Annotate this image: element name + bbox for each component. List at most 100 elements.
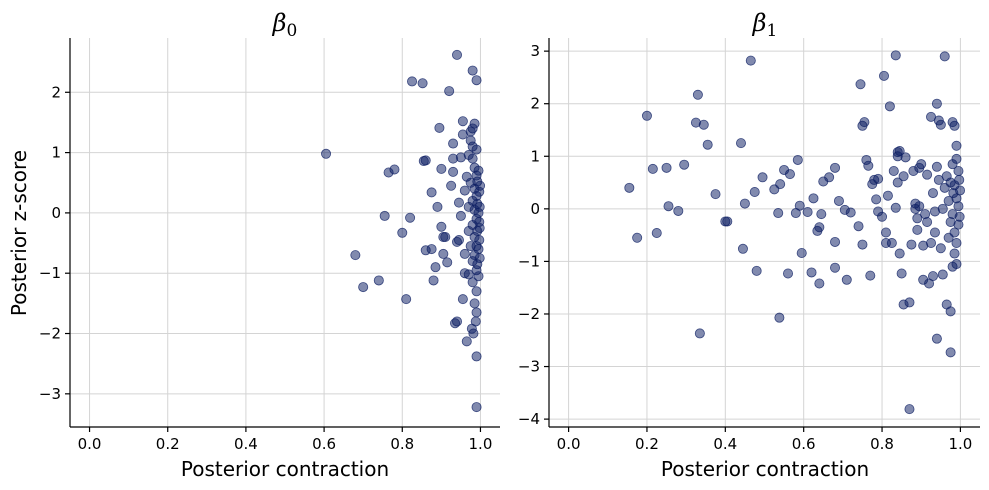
panel-beta0-point <box>473 244 484 255</box>
panel-beta1-point <box>929 227 940 238</box>
panel-beta1-point <box>953 165 964 176</box>
panel-beta1-point <box>880 227 891 238</box>
panel-beta0-xtick-label-3: 0.6 <box>312 435 336 453</box>
panel-beta1-point <box>796 248 807 259</box>
panel-beta1-ytick-label-5: 1 <box>530 147 540 165</box>
panel-beta0-point <box>453 197 464 208</box>
panel-beta1-point <box>722 216 733 227</box>
panel-beta1-point <box>816 209 827 220</box>
panel-beta0-spines <box>69 38 500 428</box>
panel-beta1-point <box>937 203 948 214</box>
panel-beta1-point <box>735 138 746 149</box>
panel-beta0-point <box>474 253 485 264</box>
panel-beta0-title: β0 <box>272 9 298 41</box>
panel-beta0-point <box>455 210 466 221</box>
panel-beta1-point <box>896 268 907 279</box>
panel-beta1-point <box>951 140 962 151</box>
panel-beta1-point <box>931 161 942 172</box>
panel-beta0-point <box>430 262 441 273</box>
panel-beta0-point <box>473 165 484 176</box>
panel-beta1-point <box>814 278 825 289</box>
panel-beta1-point <box>855 79 866 90</box>
panel-beta1-point <box>931 98 942 109</box>
panel-beta1-ytick-label-1: −3 <box>518 358 540 376</box>
panel-beta1-point <box>877 211 888 222</box>
panel-beta1-point <box>632 232 643 243</box>
panel-beta1-xlabel: Posterior contraction <box>661 457 869 481</box>
panel-beta1-point <box>954 174 965 185</box>
panel-beta1-point <box>863 160 874 171</box>
panel-beta0-point <box>471 144 482 155</box>
panel-beta1-point <box>888 165 899 176</box>
panel-beta1-point <box>694 328 705 339</box>
panel-beta1-point <box>951 238 962 249</box>
panel-beta0-point <box>469 118 480 129</box>
panel-beta0-point <box>428 275 439 286</box>
panel-beta1-point <box>845 207 856 218</box>
panel-beta1-point <box>898 171 909 182</box>
panel-beta1-point <box>814 222 825 233</box>
panel-beta0-point <box>432 201 443 212</box>
panel-beta0-point <box>442 257 453 268</box>
panel-beta1-point <box>830 262 841 273</box>
panel-beta1-point <box>890 50 901 61</box>
panel-beta1-point <box>953 201 964 212</box>
panel-beta1-point <box>833 195 844 206</box>
panel-beta1-point <box>927 188 938 199</box>
panel-beta0-point <box>457 294 468 305</box>
panel-beta1-point <box>935 119 946 130</box>
panel-beta1-title: β1 <box>752 9 778 41</box>
panel-beta1-ytick-label-0: −4 <box>518 410 540 428</box>
panel-beta0-point <box>448 138 459 149</box>
panel-beta0-xticks: 0.0 0.2 0.4 0.6 0.8 1.0 <box>78 427 492 453</box>
panel-beta1-point <box>906 239 917 250</box>
panel-beta1-title-subscript: 1 <box>767 21 778 41</box>
panel-beta0-point <box>475 180 486 191</box>
panel-beta1-point <box>945 347 956 358</box>
panel-beta0-point <box>453 235 464 246</box>
panel-beta1-xtick-label-4: 0.8 <box>870 435 894 453</box>
panel-beta0-point <box>459 185 470 196</box>
panel-beta1-spines <box>548 38 980 428</box>
panel-beta0-point <box>471 402 482 413</box>
panel-beta1-point <box>661 162 672 173</box>
panel-beta0-point <box>401 294 412 305</box>
panel-beta1-point <box>783 268 794 279</box>
panel-beta0-ytick-label-2: −1 <box>39 264 61 282</box>
panel-beta1-point <box>894 146 905 157</box>
panel-beta1-xtick-label-2: 0.4 <box>713 435 737 453</box>
panel-beta0-xtick-label-2: 0.4 <box>234 435 258 453</box>
panel-beta1-ytick-label-3: −1 <box>518 252 540 270</box>
panel-beta1-point <box>954 211 965 222</box>
panel-beta1-point <box>806 267 817 278</box>
panel-beta1-point <box>773 208 784 219</box>
panel-beta0-point <box>471 307 482 318</box>
panel-beta1-point <box>912 213 923 224</box>
panel-beta0-ytick-label-5: 2 <box>51 83 61 101</box>
panel-beta0-ytick-label-1: −2 <box>39 325 61 343</box>
panel-beta0-point <box>321 148 332 159</box>
panel-beta1-point <box>865 270 876 281</box>
panel-beta1-xtick-label-0: 0.0 <box>557 435 581 453</box>
panel-beta0-point <box>379 210 390 221</box>
panel-beta1-point <box>894 248 905 259</box>
panel-beta1-point <box>673 205 684 216</box>
panel-beta0-point <box>467 153 478 164</box>
panel-beta0-point <box>473 271 484 282</box>
panel-beta0-point <box>471 286 482 297</box>
panel-beta0-yticks: −3 −2 −1 0 1 2 <box>39 83 70 403</box>
panel-beta0-point <box>350 250 361 261</box>
panel-beta1-point <box>774 312 785 323</box>
panel-beta1-point <box>739 198 750 209</box>
panel-beta1-point <box>926 238 937 249</box>
panel-beta1-point <box>884 101 895 112</box>
panel-beta1-point <box>830 236 841 247</box>
panel-beta0-point <box>444 86 455 97</box>
panel-beta1-point <box>679 159 690 170</box>
panel-beta1-xtick-label-1: 0.2 <box>635 435 659 453</box>
panel-beta0-point <box>397 227 408 238</box>
panel-beta1-point <box>949 227 960 238</box>
panel-beta1-point <box>757 172 768 183</box>
